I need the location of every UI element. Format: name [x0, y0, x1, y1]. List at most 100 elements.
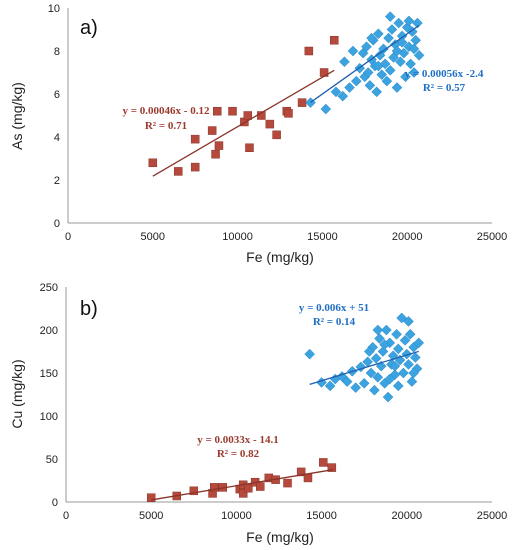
- data-point-square: [283, 478, 292, 488]
- data-point-square: [303, 473, 313, 483]
- panel-label: b): [80, 298, 98, 320]
- data-point-diamond: [305, 97, 316, 108]
- y-tick-labels: 0 2 4 6 8 10: [48, 3, 60, 230]
- data-point-square: [190, 134, 200, 144]
- data-point-square: [238, 489, 248, 498]
- x-axis-title: Fe (mg/kg): [246, 529, 314, 545]
- y-tick-label: 150: [40, 368, 58, 380]
- data-point-square: [173, 167, 183, 176]
- x-tick-label: 0: [63, 510, 69, 522]
- trendlines: [152, 24, 420, 177]
- x-tick-label: 20000: [392, 231, 423, 243]
- data-point-square: [148, 158, 158, 168]
- data-point-diamond: [376, 69, 388, 81]
- data-point-diamond: [350, 75, 362, 87]
- data-point-diamond: [350, 382, 362, 393]
- data-point-diamond: [371, 86, 383, 98]
- data-point-diamond: [330, 86, 342, 98]
- data-point-diamond: [386, 24, 398, 35]
- equation-label-red: y = 0.00046x - 0.12: [123, 105, 210, 117]
- data-point-diamond: [383, 32, 394, 44]
- data-point-diamond: [413, 49, 425, 61]
- data-point-diamond: [401, 348, 413, 360]
- data-point-square: [243, 111, 253, 120]
- data-point-diamond: [362, 67, 374, 78]
- data-point-square: [214, 141, 224, 150]
- data-point-diamond: [361, 41, 372, 53]
- x-tick-label: 10000: [222, 231, 253, 243]
- data-point-diamond: [393, 17, 405, 29]
- data-point-square: [190, 162, 200, 172]
- data-point-diamond: [412, 17, 423, 29]
- data-point-diamond: [373, 28, 384, 40]
- data-point-square: [327, 463, 337, 472]
- data-point-square: [296, 467, 306, 477]
- data-point-diamond: [381, 75, 393, 87]
- panel-label: a): [80, 17, 98, 39]
- data-point-diamond: [373, 60, 384, 72]
- trendlines: [151, 350, 419, 501]
- y-tick-label: 6: [54, 89, 60, 101]
- data-point-diamond: [372, 371, 384, 383]
- y-tick-label: 200: [40, 325, 58, 337]
- trendline: [152, 69, 335, 177]
- x-tick-labels: 0 5000 10000 15000 20000 25000: [65, 231, 507, 243]
- data-point-diamond: [369, 384, 380, 396]
- data-point-diamond: [395, 56, 406, 68]
- equation-label-red: y = 0.0033x - 14.1: [197, 434, 278, 446]
- trendline: [309, 350, 419, 385]
- x-axis-title: Fe (mg/kg): [246, 249, 314, 265]
- data-point-diamond: [391, 82, 403, 93]
- data-point-diamond: [339, 56, 350, 68]
- data-point-diamond: [365, 367, 377, 379]
- data-point-diamond: [389, 360, 401, 372]
- y-tick-label: 250: [40, 282, 58, 294]
- data-point-diamond: [391, 328, 402, 340]
- data-point-diamond: [363, 346, 375, 357]
- data-point-square: [245, 143, 254, 152]
- data-point-diamond: [406, 376, 418, 387]
- x-tick-labels: 0 5000 10000 15000 20000 25000: [63, 510, 507, 522]
- x-tick-label: 15000: [306, 510, 337, 522]
- data-point-diamond: [372, 324, 384, 336]
- x-tick-label: 20000: [392, 510, 423, 522]
- y-axis-title: Cu (mg/kg): [9, 359, 25, 428]
- panel-b: b) Fe (mg/kg) Cu (mg/kg) 0 5000 10000 15000…: [9, 282, 507, 545]
- data-point-square: [272, 130, 281, 140]
- x-tick-label: 0: [65, 231, 71, 243]
- data-point-diamond: [358, 377, 370, 389]
- data-point-square: [284, 109, 293, 118]
- y-tick-label: 10: [48, 3, 60, 15]
- r2-label-blue: R² = 0.57: [423, 82, 466, 94]
- data-point-diamond: [364, 80, 376, 91]
- data-point-diamond: [379, 339, 391, 350]
- data-point-diamond: [324, 380, 336, 392]
- trendline: [310, 24, 420, 103]
- data-point-diamond: [404, 328, 416, 340]
- data-point-square: [207, 126, 217, 135]
- y-tick-label: 4: [54, 132, 60, 144]
- data-point-diamond: [413, 337, 425, 349]
- data-point-diamond: [405, 58, 416, 70]
- r2-label-blue: R² = 0.14: [313, 316, 356, 328]
- data-point-diamond: [382, 391, 394, 403]
- y-tick-label: 8: [54, 46, 60, 58]
- y-tick-label: 2: [54, 175, 60, 187]
- data-point-diamond: [392, 343, 404, 355]
- y-tick-label: 50: [46, 454, 58, 466]
- data-point-diamond: [391, 45, 403, 57]
- data-point-diamond: [409, 352, 421, 363]
- x-tick-label: 5000: [141, 231, 165, 243]
- data-point-diamond: [320, 103, 332, 115]
- equation-label-blue: y = 0.006x + 51: [299, 302, 369, 314]
- x-tick-label: 15000: [307, 231, 338, 243]
- data-point-diamond: [384, 64, 396, 76]
- r2-label-red: R² = 0.82: [217, 448, 260, 460]
- data-point-diamond: [408, 43, 420, 55]
- data-point-square: [265, 119, 275, 129]
- data-point-diamond: [408, 67, 420, 78]
- y-tick-label: 0: [54, 218, 60, 230]
- data-point-square: [209, 483, 219, 492]
- data-point-diamond: [370, 353, 382, 364]
- data-point-diamond: [384, 11, 396, 22]
